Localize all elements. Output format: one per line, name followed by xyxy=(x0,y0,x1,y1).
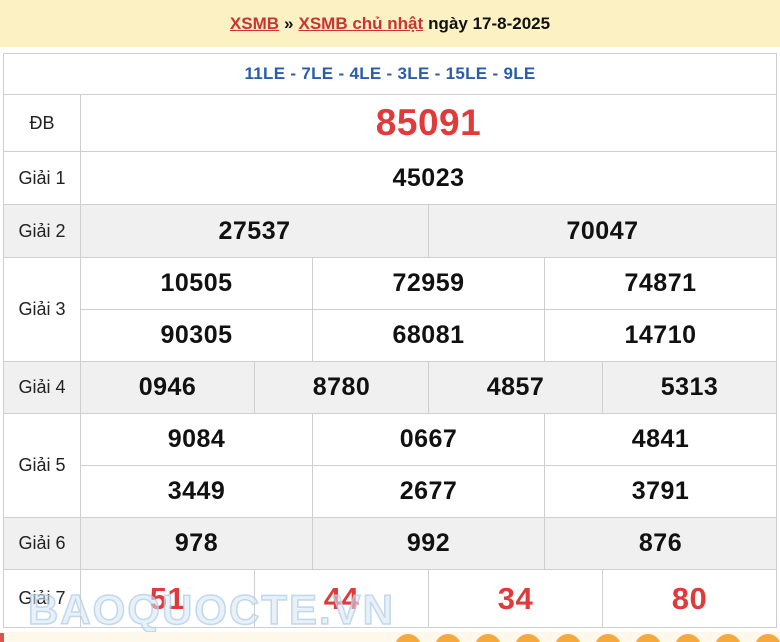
prize-number: 8780 xyxy=(254,362,428,413)
prize-number: 74871 xyxy=(544,258,776,309)
prize-numbers: 51 44 34 80 xyxy=(81,570,776,627)
prize-number: 80 xyxy=(602,570,776,627)
prize-number-line: 51 44 34 80 xyxy=(81,570,776,627)
prize-number: 90305 xyxy=(160,321,233,349)
prize-number: 51 xyxy=(149,580,186,616)
page-title-banner: XSMB » XSMB chủ nhật ngày 17-8-2025 xyxy=(0,0,780,47)
prize-number: 10505 xyxy=(160,269,233,297)
prize-number-line: 45023 xyxy=(81,152,776,204)
breadcrumb-separator: » xyxy=(284,13,294,33)
prize-number-line: 85091 xyxy=(81,95,776,151)
prize-row: Giải 1 45023 xyxy=(4,152,776,205)
draw-date-text: ngày 17-8-2025 xyxy=(428,13,551,33)
prize-number-line: 9084 0667 4841 xyxy=(81,414,776,465)
prize-rows-container: ĐB 85091 Giải 1 45023 Giải 2 27537 70047 Giải 3… xyxy=(4,95,776,627)
prize-number: 3791 xyxy=(544,466,776,517)
lottery-ball-icon xyxy=(635,634,661,642)
prize-number: 68081 xyxy=(312,310,544,361)
prize-row: Giải 4 0946 8780 4857 5313 xyxy=(4,362,776,414)
prize-row: Giải 6 978 992 876 xyxy=(4,518,776,570)
prize-number: 5313 xyxy=(602,362,776,413)
prize-number: 44 xyxy=(254,570,428,627)
lottery-ball-icon xyxy=(755,634,780,642)
lottery-ball-icon xyxy=(595,634,621,642)
prize-numbers: 10505 72959 74871 90305 68081 14710 xyxy=(81,258,776,361)
lottery-ball-icon xyxy=(515,634,541,642)
prize-number: 14710 xyxy=(544,310,776,361)
prize-number-line: 0946 8780 4857 5313 xyxy=(81,362,776,413)
lottery-ball-icon xyxy=(675,634,701,642)
prize-number: 4841 xyxy=(544,414,776,465)
prize-numbers: 45023 xyxy=(81,152,776,204)
prize-number: 72959 xyxy=(312,258,544,309)
prize-number: 85091 xyxy=(375,102,482,143)
prize-label: Giải 6 xyxy=(4,518,81,569)
prize-number: 4857 xyxy=(428,362,602,413)
lottery-ball-icon xyxy=(715,634,741,642)
prize-number: 2677 xyxy=(312,466,544,517)
prize-numbers: 27537 70047 xyxy=(81,205,776,257)
prize-number: 876 xyxy=(544,518,776,569)
prize-number-line: 3449 2677 3791 xyxy=(81,465,776,517)
xsmb-chu-nhat-link[interactable]: XSMB chủ nhật xyxy=(298,13,424,33)
prize-number-line: 90305 68081 14710 xyxy=(81,309,776,361)
prize-number: 0667 xyxy=(312,414,544,465)
prize-label: Giải 4 xyxy=(4,362,81,413)
prize-label: Giải 3 xyxy=(4,258,81,361)
prize-label: Giải 2 xyxy=(4,205,81,257)
lottery-ball-icon xyxy=(435,634,461,642)
lottery-ball-icon xyxy=(555,634,581,642)
prize-number-line: 10505 72959 74871 xyxy=(81,258,776,309)
xsmb-link[interactable]: XSMB xyxy=(229,13,280,33)
prize-number: 27537 xyxy=(218,216,291,245)
prize-row: Giải 3 10505 72959 74871 90305 68081 14710 xyxy=(4,258,776,362)
prize-number-line: 27537 70047 xyxy=(81,205,776,257)
prize-number: 34 xyxy=(428,570,602,627)
prize-label: Giải 1 xyxy=(4,152,81,204)
prize-number-line: 978 992 876 xyxy=(81,518,776,569)
loto-summary-line: 11LE - 7LE - 4LE - 3LE - 15LE - 9LE xyxy=(4,54,776,95)
lottery-ball-icon xyxy=(475,634,501,642)
prize-label: ĐB xyxy=(4,95,81,151)
prize-number: 70047 xyxy=(428,205,776,257)
prize-row: Giải 5 9084 0667 4841 3449 2677 3791 xyxy=(4,414,776,518)
prize-number: 45023 xyxy=(392,163,465,192)
prize-number: 3449 xyxy=(167,477,226,505)
strip-left-border xyxy=(0,633,4,642)
prize-row: ĐB 85091 xyxy=(4,95,776,152)
prize-number: 0946 xyxy=(138,373,197,401)
lottery-ball-icon xyxy=(395,634,421,642)
prize-numbers: 85091 xyxy=(81,95,776,151)
prize-numbers: 0946 8780 4857 5313 xyxy=(81,362,776,413)
prize-label: Giải 7 xyxy=(4,570,81,627)
prize-number: 978 xyxy=(174,529,219,557)
prize-row: Giải 2 27537 70047 xyxy=(4,205,776,258)
prize-number: 9084 xyxy=(167,425,226,453)
prize-numbers: 978 992 876 xyxy=(81,518,776,569)
results-table: 11LE - 7LE - 4LE - 3LE - 15LE - 9LE ĐB 85… xyxy=(3,53,777,628)
prize-numbers: 9084 0667 4841 3449 2677 3791 xyxy=(81,414,776,517)
prize-number: 992 xyxy=(312,518,544,569)
bottom-banner-strip xyxy=(0,632,780,642)
prize-label: Giải 5 xyxy=(4,414,81,517)
prize-row: Giải 7 51 44 34 80 xyxy=(4,570,776,627)
